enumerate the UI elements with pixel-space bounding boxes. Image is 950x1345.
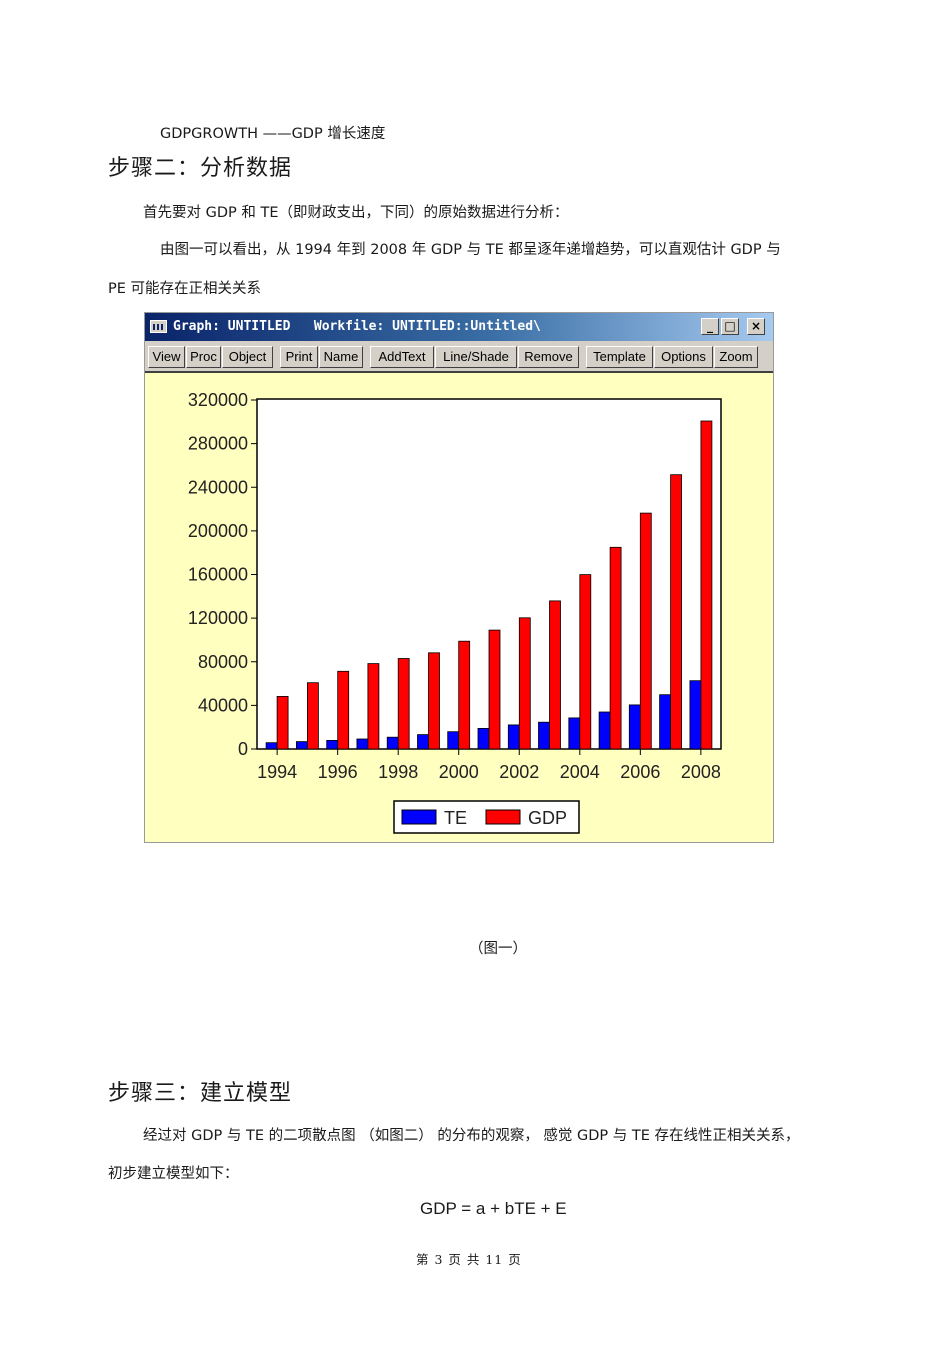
paragraph-observation-line1: 经过对 GDP 与 TE 的二项散点图 （如图二） 的分布的观察， 感觉 GDP… [143, 1128, 800, 1144]
toolbar-lineshade-button[interactable]: Line/Shade [435, 346, 517, 368]
y-tick-label: 0 [238, 739, 248, 759]
page-footer: 第 3 页 共 11 页 [416, 1252, 522, 1267]
bar-te-2002 [507, 724, 520, 750]
figure-caption: （图一） [469, 941, 527, 957]
bar-gdp-2004 [579, 574, 592, 750]
bar-gdp-2007 [670, 474, 682, 750]
x-tick-label: 1998 [378, 762, 418, 782]
bar-te-1999 [417, 734, 429, 750]
paragraph-observation-line2: 初步建立模型如下： [108, 1166, 239, 1182]
bar-te-1997 [356, 738, 369, 750]
y-tick-label: 240000 [188, 477, 248, 497]
bar-te-1995 [295, 741, 308, 750]
bar-te-2004 [568, 717, 581, 750]
legend-label-te: TE [444, 808, 467, 828]
bar-te-2007 [659, 694, 671, 750]
bar-gdp-1996 [337, 670, 350, 750]
legend: TE GDP [393, 800, 580, 834]
bar-gdp-2000 [458, 640, 471, 750]
y-tick-label: 120000 [188, 608, 248, 628]
paragraph-analysis: 首先要对 GDP 和 TE（即财政支出，下同）的原始数据进行分析： [143, 205, 569, 221]
y-tick-label: 40000 [198, 695, 248, 715]
window-title: Graph: UNTITLED Workfile: UNTITLED::Unti… [173, 319, 541, 334]
graph-window: Graph: UNTITLED Workfile: UNTITLED::Unti… [144, 312, 774, 843]
paragraph-trend-line2: PE 可能存在正相关关系 [108, 281, 262, 297]
bar-gdp-1998 [397, 658, 410, 750]
y-tick-label: 80000 [198, 652, 248, 672]
bar-chart: 0 40000 80000 120000 160000 200000 240000 28000… [188, 390, 722, 834]
toolbar-name-button[interactable]: Name [319, 346, 363, 368]
x-tick-label: 2000 [439, 762, 479, 782]
bar-gdp-1994 [276, 695, 289, 750]
window-titlebar[interactable]: Graph: UNTITLED Workfile: UNTITLED::Unti… [145, 313, 773, 341]
maximize-button[interactable]: □ [721, 318, 739, 335]
toolbar-print-button[interactable]: Print [280, 346, 318, 368]
x-tick-label: 2008 [681, 762, 721, 782]
bar-te-1994 [265, 742, 278, 750]
y-tick-label: 160000 [188, 565, 248, 585]
toolbar-remove-button[interactable]: Remove [518, 346, 579, 368]
bar-gdp-2005 [609, 546, 622, 750]
x-tick-label: 1994 [257, 762, 297, 782]
bar-te-2001 [477, 727, 490, 750]
legend-swatch-te [401, 809, 437, 825]
toolbar-template-button[interactable]: Template [586, 346, 653, 368]
bar-gdp-1995 [306, 682, 319, 750]
minimize-button[interactable]: _ [701, 318, 719, 335]
bar-te-1998 [386, 736, 399, 750]
bar-te-1996 [326, 739, 339, 750]
bar-gdp-2002 [518, 617, 531, 750]
paragraph-trend-line1: 由图一可以看出，从 1994 年到 2008 年 GDP 与 TE 都呈逐年递增… [160, 242, 781, 258]
bar-te-2000 [447, 731, 460, 750]
bar-gdp-1999 [428, 652, 440, 750]
bar-te-2006 [628, 704, 641, 750]
bar-gdp-2001 [488, 629, 501, 750]
bar-te-2008 [689, 680, 702, 750]
bar-group [265, 420, 713, 750]
x-tick-label: 2004 [560, 762, 600, 782]
legend-label-gdp: GDP [528, 808, 567, 828]
bar-gdp-1997 [367, 663, 380, 750]
heading-step-three: 步骤三：建立模型 [108, 1081, 293, 1106]
toolbar-view-button[interactable]: View [148, 346, 185, 368]
graph-window-icon [150, 320, 167, 333]
toolbar-object-button[interactable]: Object [222, 346, 273, 368]
toolbar-proc-button[interactable]: Proc [186, 346, 221, 368]
bar-te-2003 [538, 721, 550, 750]
close-button[interactable]: × [747, 318, 765, 335]
y-axis: 0 40000 80000 120000 160000 200000 240000 28000… [188, 390, 257, 759]
toolbar-options-button[interactable]: Options [654, 346, 713, 368]
x-tick-label: 2002 [499, 762, 539, 782]
bar-te-2005 [598, 711, 611, 750]
legend-swatch-gdp [485, 809, 521, 825]
bar-gdp-2006 [639, 512, 652, 750]
x-axis: 1994 1996 1998 2000 2002 2004 2006 2008 [257, 749, 721, 782]
model-formula: GDP = a + bTE + E [420, 1199, 567, 1218]
toolbar-zoom-button[interactable]: Zoom [714, 346, 758, 368]
y-tick-label: 320000 [188, 390, 248, 410]
x-tick-label: 1996 [318, 762, 358, 782]
y-tick-label: 200000 [188, 521, 248, 541]
x-tick-label: 2006 [620, 762, 660, 782]
y-tick-label: 280000 [188, 434, 248, 454]
bar-gdp-2008 [700, 420, 713, 750]
bar-gdp-2003 [549, 600, 561, 750]
heading-step-two: 步骤二：分析数据 [108, 156, 293, 181]
line-gdpgrowth: GDPGROWTH ——GDP 增长速度 [160, 126, 386, 142]
toolbar-addtext-button[interactable]: AddText [370, 346, 434, 368]
graph-toolbar: View Proc Object Print Name AddText Line… [145, 341, 773, 373]
